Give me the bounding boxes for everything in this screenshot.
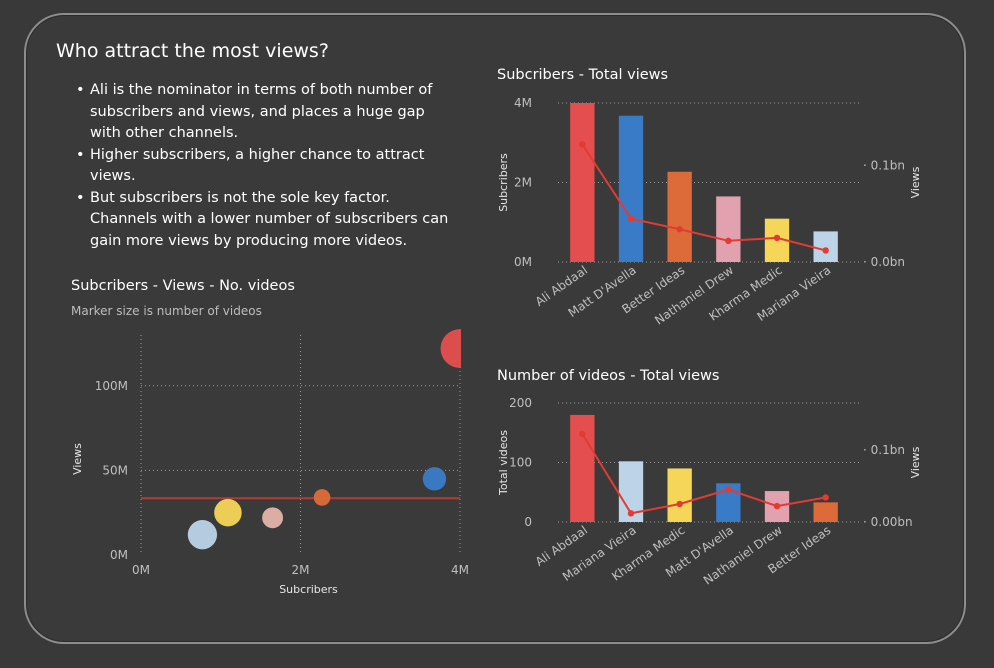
videos-views-views-point bbox=[773, 502, 781, 510]
scatter-point bbox=[440, 329, 461, 368]
subs-views-y-tick-label: 2M bbox=[514, 176, 532, 190]
insight-item: But subscribers is not the sole key fact… bbox=[76, 188, 451, 253]
subs-views-views-point bbox=[676, 226, 683, 233]
videos-views-views-line bbox=[581, 433, 826, 515]
subs-views-y2-axis-title: Views bbox=[909, 166, 922, 198]
subs-views-views-line bbox=[581, 143, 826, 252]
subs-views-views-point bbox=[579, 141, 586, 148]
videos-views-y-tick-label: 0 bbox=[524, 515, 532, 529]
subs-views-y2-tick-label: · 0.1bn bbox=[863, 159, 905, 173]
insight-list: Ali is the nominator in terms of both nu… bbox=[76, 80, 451, 252]
subs-views-views-point bbox=[627, 215, 635, 222]
videos-views-bar bbox=[813, 502, 838, 522]
scatter-point bbox=[262, 507, 284, 529]
scatter-x-tick-label: 0M bbox=[132, 563, 150, 577]
scatter-chart-title: Subcribers - Views - No. videos bbox=[71, 278, 295, 294]
videos-views-views-point bbox=[725, 486, 732, 493]
subs-views-y-tick-label: 4M bbox=[514, 96, 532, 110]
videos-views-chart-title: Number of videos - Total views bbox=[497, 368, 720, 384]
subs-views-chart-title: Subcribers - Total views bbox=[497, 67, 669, 83]
insight-item: Higher subscribers, a higher chance to a… bbox=[76, 145, 451, 188]
videos-views-views-point bbox=[822, 494, 829, 501]
videos-views-views-point bbox=[579, 430, 586, 438]
subs-views-bar bbox=[716, 196, 741, 262]
scatter-y-tick-label: 100M bbox=[95, 379, 128, 393]
videos-views-y2-tick-label: · 0.1bn bbox=[863, 443, 905, 457]
scatter-point bbox=[313, 489, 331, 506]
videos-views-views-point bbox=[676, 500, 683, 508]
videos-views-y-axis-title: Total videos bbox=[497, 430, 510, 496]
scatter-point bbox=[187, 520, 218, 550]
scatter-chart-subtitle: Marker size is number of videos bbox=[71, 304, 262, 318]
subs-views-views-point bbox=[773, 234, 781, 242]
subs-views-y-axis-title: Subcribers bbox=[497, 153, 510, 212]
subs-views-bar bbox=[813, 231, 838, 262]
scatter-x-axis-title: Subcribers bbox=[279, 583, 338, 596]
subs-views-bar bbox=[570, 103, 595, 262]
videos-views-y-tick-label: 200 bbox=[509, 396, 532, 410]
scatter-point bbox=[214, 498, 242, 527]
scatter-point bbox=[422, 467, 447, 491]
subs-views-views-point bbox=[725, 237, 732, 244]
scatter-y-axis-title: Views bbox=[71, 443, 84, 475]
subs-views-views-point bbox=[822, 247, 829, 254]
videos-views-y-tick-label: 100 bbox=[509, 456, 532, 470]
videos-views-y2-axis-title: Views bbox=[909, 446, 922, 478]
subs-views-bar bbox=[667, 171, 692, 262]
subs-views-y-tick-label: 0M bbox=[514, 255, 532, 269]
scatter-y-tick-label: 50M bbox=[102, 463, 128, 477]
videos-views-views-point bbox=[627, 510, 635, 517]
insight-item: Ali is the nominator in terms of both nu… bbox=[76, 80, 451, 145]
page-title: Who attract the most views? bbox=[56, 40, 329, 62]
scatter-x-tick-label: 2M bbox=[292, 563, 310, 577]
subs-views-y2-tick-label: · 0.0bn bbox=[863, 255, 905, 269]
scatter-x-tick-label: 4M bbox=[451, 563, 469, 577]
subs-views-bar bbox=[618, 115, 644, 262]
videos-views-y2-tick-label: · 0.00bn bbox=[863, 515, 913, 529]
videos-views-bar bbox=[667, 468, 692, 522]
scatter-y-tick-label: 0M bbox=[110, 548, 128, 562]
